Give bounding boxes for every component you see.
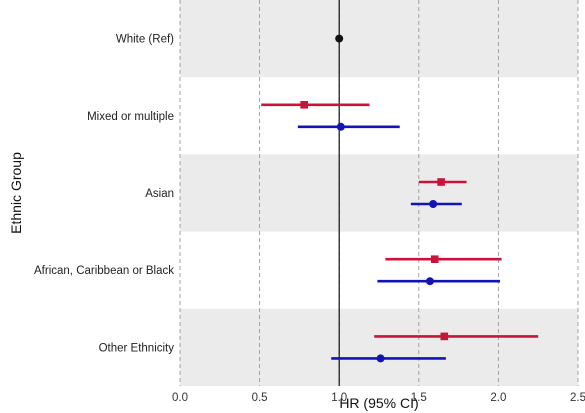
point-african-caribbean-or-black-series2 <box>425 277 434 286</box>
point-mixed-or-multiple-series2 <box>336 122 345 131</box>
x-tick-0-0: 0.0 <box>172 392 188 404</box>
row-band-white-ref <box>180 0 578 78</box>
x-tick-2-0: 2.0 <box>490 392 506 404</box>
x-tick-1-0: 1.0 <box>331 392 347 404</box>
row-band-asian <box>180 154 578 232</box>
point-asian-series2 <box>429 200 438 208</box>
row-band-other-ethnicity <box>180 308 578 386</box>
point-other-ethnicity-series1 <box>440 332 449 341</box>
x-tick-0-5: 0.5 <box>252 392 268 404</box>
point-other-ethnicity-series2 <box>376 354 385 363</box>
row-bands <box>180 0 578 386</box>
point-white-ref-series2 <box>335 34 344 43</box>
category-label-other-ethnicity: Other Ethnicity <box>99 342 175 354</box>
x-tick-1-5: 1.5 <box>411 392 427 404</box>
category-label-asian: Asian <box>145 188 174 200</box>
category-label-white-ref: White (Ref) <box>116 34 174 46</box>
x-tick-2-5: 2.5 <box>570 392 585 404</box>
x-axis-title: HR (95% CI) <box>339 395 418 411</box>
y-axis-title: Ethnic Group <box>8 152 24 234</box>
data-marks <box>261 34 539 363</box>
point-mixed-or-multiple-series1 <box>300 101 308 109</box>
category-label-mixed-or-multiple: Mixed or multiple <box>87 111 174 123</box>
point-asian-series1 <box>437 178 445 186</box>
point-african-caribbean-or-black-series1 <box>430 255 439 263</box>
category-label-african-caribbean-or-black: African, Caribbean or Black <box>34 265 174 277</box>
category-labels: White (Ref) Mixed or multiple Asian African… <box>34 34 174 355</box>
x-tick-labels: 0.0 0.5 1.0 1.5 2.0 2.5 <box>172 392 585 404</box>
